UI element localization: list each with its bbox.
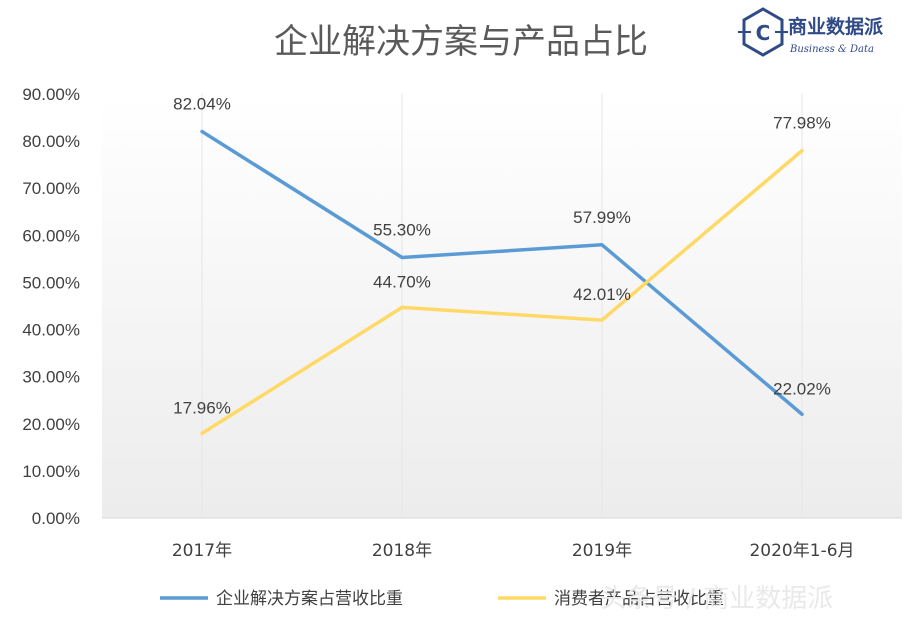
logo-emblem-icon: C	[738, 7, 788, 57]
watermark-text: 头条号 / 商业数据派	[600, 584, 834, 614]
data-label: 42.01%	[573, 285, 631, 304]
y-tick-label: 0.00%	[32, 509, 80, 528]
data-label: 77.98%	[773, 114, 831, 133]
logo-subtitle: Business & Data	[790, 44, 874, 55]
data-label: 82.04%	[173, 95, 231, 114]
y-tick-label: 10.00%	[22, 462, 80, 481]
data-label: 55.30%	[373, 220, 431, 239]
x-tick-label: 2018年	[372, 541, 432, 561]
y-tick-label: 90.00%	[22, 85, 80, 104]
y-tick-label: 20.00%	[22, 415, 80, 434]
y-tick-label: 30.00%	[22, 368, 80, 387]
legend-label-1: 企业解决方案占营收比重	[216, 589, 403, 609]
data-label: 44.70%	[373, 272, 431, 291]
data-label: 22.02%	[773, 379, 831, 398]
data-label: 57.99%	[573, 208, 631, 227]
plot-area-background	[102, 94, 902, 518]
x-tick-label: 2019年	[572, 541, 632, 561]
y-tick-label: 40.00%	[22, 321, 80, 340]
x-tick-label: 2017年	[172, 541, 232, 561]
data-label: 17.96%	[173, 398, 231, 417]
y-tick-label: 60.00%	[22, 226, 80, 245]
logo-name: 商业数据派	[788, 16, 884, 38]
series-line-2	[200, 148, 804, 436]
y-tick-label: 80.00%	[22, 132, 80, 151]
legend-label-2: 消费者产品占营收比重	[554, 589, 724, 609]
chart-title: 企业解决方案与产品占比	[274, 22, 648, 62]
x-tick-label: 2020年1-6月	[749, 541, 854, 561]
y-tick-label: 70.00%	[22, 179, 80, 198]
series-line-1	[200, 129, 804, 417]
brand-logo: C 商业数据派 Business & Data	[738, 6, 914, 62]
logo-letter: C	[756, 21, 771, 45]
y-tick-label: 50.00%	[22, 273, 80, 292]
